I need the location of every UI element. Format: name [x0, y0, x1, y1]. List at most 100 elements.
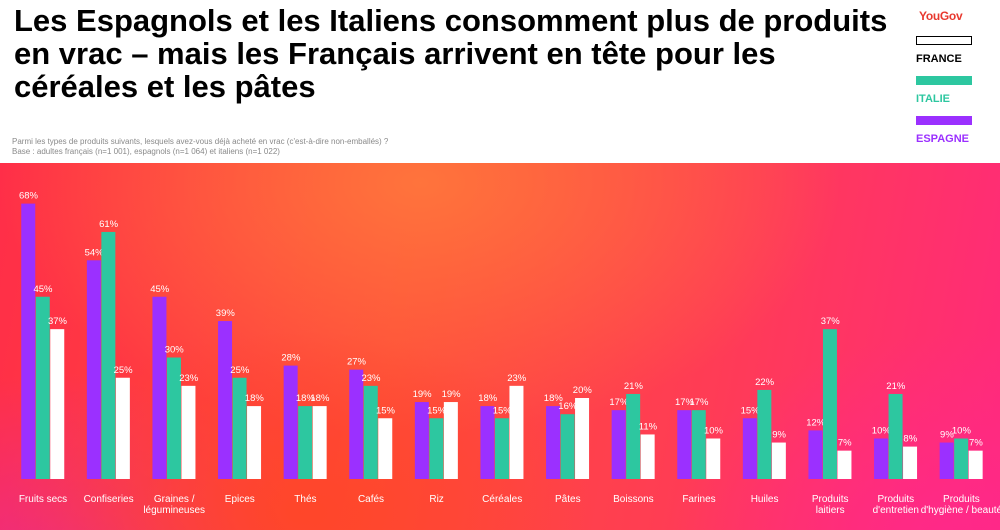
bar-espagne-11: [742, 418, 757, 479]
data-label-espagne-14: 9%: [940, 430, 954, 441]
category-label-14: Produits d'hygiène / beauté: [921, 494, 1000, 516]
legend-label-italie: ITALIE: [916, 93, 951, 105]
data-label-france-12: 7%: [838, 438, 852, 449]
bar-italie-1: [101, 231, 116, 479]
bar-italie-4: [298, 406, 313, 479]
bar-espagne-4: [283, 365, 298, 479]
data-label-espagne-3: 39%: [216, 308, 236, 319]
data-label-france-14: 7%: [969, 438, 983, 449]
data-label-espagne-0: 68%: [19, 191, 39, 202]
data-label-espagne-1: 54%: [85, 247, 105, 258]
data-label-italie-7: 15%: [493, 405, 513, 416]
bar-espagne-8: [546, 406, 561, 479]
bar-group-12: 12% 37% 7% Produits laitiers: [806, 316, 852, 516]
bar-group-11: 15% 22% 9% Huiles: [741, 377, 787, 505]
category-label-4: Thés: [294, 494, 316, 505]
bar-group-7: 18%15% 23% Céréales: [478, 373, 527, 505]
bar-espagne-3: [218, 321, 233, 479]
bar-espagne-6: [414, 402, 429, 479]
bar-espagne-7: [480, 406, 495, 479]
bar-italie-2: [166, 357, 181, 479]
legend-label-espagne: ESPAGNE: [916, 133, 969, 145]
bar-espagne-0: [21, 203, 36, 479]
data-label-espagne-11: 15%: [741, 405, 761, 416]
bar-italie-13: [888, 393, 903, 479]
bar-espagne-5: [349, 369, 364, 479]
bar-group-14: 9%10%7% Produits d'hygiène / beauté: [921, 426, 1000, 517]
bar-espagne-14: [939, 442, 954, 479]
legend-swatch-italie: [916, 76, 972, 85]
data-label-france-4: 18%: [310, 393, 330, 404]
bar-france-10: [706, 438, 721, 479]
data-label-france-8: 20%: [573, 385, 593, 396]
data-label-espagne-12: 12%: [806, 417, 826, 428]
category-label-3: Epices: [225, 494, 255, 505]
category-label-7: Céréales: [482, 494, 522, 505]
data-label-espagne-13: 10%: [872, 426, 892, 437]
bar-espagne-1: [86, 260, 101, 479]
legend-label-france: FRANCE: [916, 53, 962, 65]
bar-italie-14: [954, 438, 969, 479]
category-label-2: Graines / légumineuses: [143, 494, 205, 516]
category-label-6: Riz: [429, 494, 443, 505]
bar-france-3: [247, 406, 262, 479]
bar-france-13: [903, 446, 918, 479]
category-label-10: Farines: [682, 494, 715, 505]
bar-italie-0: [35, 296, 50, 479]
data-label-espagne-5: 27%: [347, 357, 367, 368]
data-label-espagne-7: 18%: [478, 393, 498, 404]
bar-espagne-10: [677, 410, 692, 479]
data-label-italie-12: 37%: [821, 316, 841, 327]
yougov-logo: YouGov: [919, 9, 963, 23]
bar-italie-7: [494, 418, 509, 479]
bar-italie-6: [429, 418, 444, 479]
category-label-13: Produits d'entretien: [873, 494, 919, 516]
bar-italie-3: [232, 377, 247, 479]
bar-group-2: 45% 30% 23% Graines / légumineuses: [143, 284, 205, 516]
legend-item-italie: ITALIE: [916, 76, 976, 116]
bar-france-8: [575, 398, 590, 479]
legend: FRANCE ITALIE ESPAGNE: [916, 36, 976, 156]
bar-group-8: 18%16% 20% Pâtes: [544, 385, 593, 505]
bar-italie-9: [626, 393, 641, 479]
data-label-italie-14: 10%: [952, 426, 972, 437]
data-label-france-13: 8%: [903, 434, 917, 445]
data-label-italie-9: 21%: [624, 381, 644, 392]
bar-italie-5: [363, 385, 378, 479]
data-label-italie-13: 21%: [886, 381, 906, 392]
data-label-italie-4: 18%: [296, 393, 316, 404]
data-label-france-9: 11%: [639, 421, 658, 432]
bar-france-12: [837, 450, 852, 479]
bar-france-2: [181, 385, 196, 479]
data-label-italie-3: 25%: [230, 365, 250, 376]
bar-group-5: 27% 23% 15% Cafés: [347, 357, 396, 505]
data-label-espagne-4: 28%: [281, 353, 301, 364]
bar-france-9: [640, 434, 655, 479]
category-label-1: Confiseries: [84, 494, 134, 505]
bar-france-6: [443, 402, 458, 479]
bar-espagne-13: [874, 438, 889, 479]
bar-france-7: [509, 385, 524, 479]
bar-france-14: [968, 450, 983, 479]
data-label-italie-0: 45%: [33, 284, 53, 295]
bar-france-5: [378, 418, 393, 479]
data-label-france-5: 15%: [376, 405, 396, 416]
data-label-italie-8: 16%: [558, 401, 578, 412]
data-label-italie-11: 22%: [755, 377, 775, 388]
chart-title: Les Espagnols et les Italiens consomment…: [14, 3, 888, 104]
data-label-espagne-2: 45%: [150, 284, 170, 295]
bar-france-1: [115, 377, 130, 479]
data-label-france-11: 9%: [772, 430, 786, 441]
bar-group-6: 19% 15% 19% Riz: [413, 389, 462, 505]
data-label-italie-5: 23%: [361, 373, 381, 384]
category-label-5: Cafés: [358, 494, 384, 505]
data-label-italie-1: 61%: [99, 219, 119, 230]
question-text: Parmi les types de produits suivants, le…: [12, 137, 389, 146]
category-label-9: Boissons: [613, 494, 654, 505]
bar-italie-10: [691, 410, 706, 479]
data-label-italie-2: 30%: [165, 345, 185, 356]
bar-france-0: [50, 329, 65, 479]
category-label-0: Fruits secs: [19, 494, 67, 505]
bar-italie-12: [822, 329, 837, 479]
chart-area: 68% 45% 37% Fruits secs 54% 61% 25% Confiseries…: [0, 163, 1000, 530]
